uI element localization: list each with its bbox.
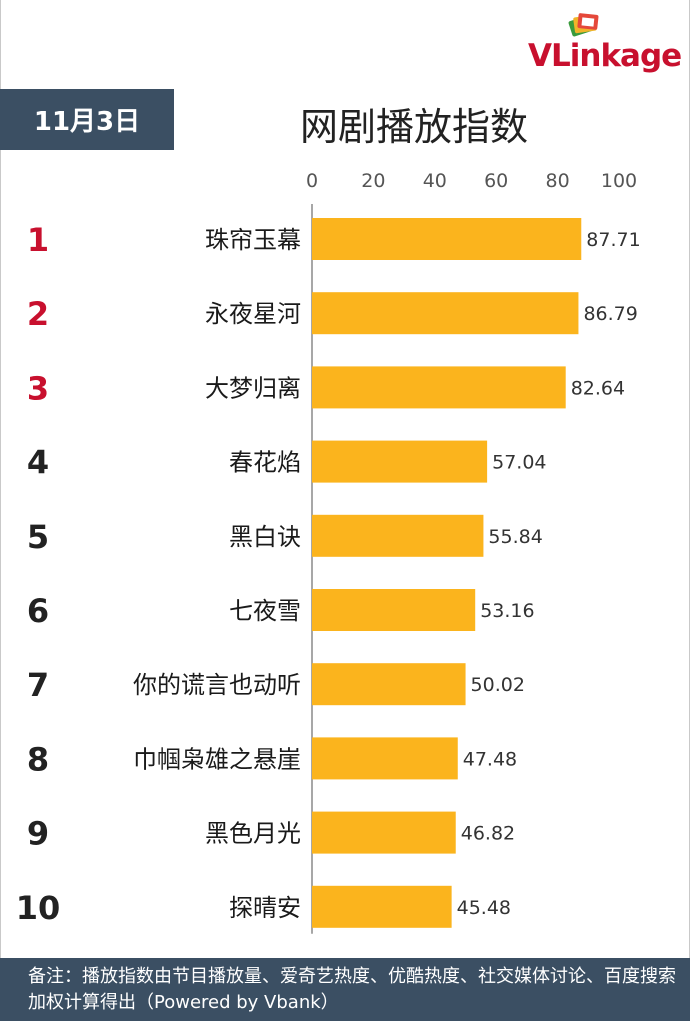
bar bbox=[312, 811, 456, 854]
bar bbox=[312, 737, 458, 780]
data-label: 86.79 bbox=[583, 303, 637, 325]
category-label: 永夜星河 bbox=[205, 300, 301, 328]
bar bbox=[312, 514, 484, 557]
data-label: 50.02 bbox=[471, 674, 525, 696]
bar bbox=[312, 589, 476, 631]
x-tick-label: 20 bbox=[361, 170, 385, 192]
bar bbox=[312, 366, 566, 409]
bar-chart: 0 20 40 60 80 100 87.71 珠帘玉幕 1 86.79 永夜星河 2 82.64 大梦归… bbox=[16, 170, 641, 934]
rank-number: 10 bbox=[16, 889, 61, 927]
rank-number: 4 bbox=[27, 444, 49, 482]
data-label: 45.48 bbox=[457, 897, 511, 919]
rank-number: 5 bbox=[27, 518, 49, 556]
category-label: 珠帘玉幕 bbox=[205, 226, 301, 254]
category-label: 大梦归离 bbox=[205, 374, 301, 402]
date-badge: 11月3日 bbox=[0, 89, 174, 150]
category-label: 黑色月光 bbox=[205, 820, 301, 848]
bar bbox=[312, 218, 582, 260]
logo-wordmark: VLinkage bbox=[528, 38, 682, 74]
rank-number: 9 bbox=[27, 815, 49, 853]
x-tick-label: 40 bbox=[423, 170, 447, 192]
data-label: 57.04 bbox=[492, 452, 546, 474]
bar bbox=[312, 885, 452, 928]
bar bbox=[312, 663, 466, 706]
rank-number: 1 bbox=[27, 221, 49, 259]
footer-note: 备注：播放指数由节目播放量、爱奇艺热度、优酷热度、社交媒体讨论、百度搜索加权计算… bbox=[0, 958, 690, 1021]
x-tick-label: 80 bbox=[546, 170, 570, 192]
category-label: 巾帼枭雄之悬崖 bbox=[133, 745, 301, 773]
rank-number: 8 bbox=[27, 740, 49, 778]
rank-number: 3 bbox=[27, 369, 49, 407]
x-tick-label: 0 bbox=[306, 170, 318, 192]
bar bbox=[312, 440, 488, 483]
chart-title: 网剧播放指数 bbox=[300, 105, 529, 149]
data-label: 82.64 bbox=[571, 377, 625, 399]
data-label: 55.84 bbox=[488, 526, 542, 548]
stacked-cards-logo-icon bbox=[568, 13, 599, 37]
x-tick-label: 60 bbox=[484, 170, 508, 192]
rank-number: 6 bbox=[27, 592, 49, 630]
category-label: 探晴安 bbox=[229, 894, 301, 922]
data-label: 87.71 bbox=[586, 229, 640, 251]
x-tick-label: 100 bbox=[601, 170, 637, 192]
vlinkage-logo: VLinkage bbox=[528, 8, 684, 78]
rank-number: 7 bbox=[27, 666, 49, 704]
data-label: 53.16 bbox=[480, 600, 534, 622]
rank-number: 2 bbox=[27, 295, 49, 333]
category-label: 七夜雪 bbox=[229, 597, 301, 625]
data-label: 47.48 bbox=[463, 748, 517, 770]
data-label: 46.82 bbox=[461, 823, 515, 845]
bar bbox=[312, 292, 579, 335]
category-label: 黑白诀 bbox=[229, 523, 301, 551]
category-label: 春花焰 bbox=[229, 449, 301, 477]
category-label: 你的谎言也动听 bbox=[133, 671, 301, 699]
